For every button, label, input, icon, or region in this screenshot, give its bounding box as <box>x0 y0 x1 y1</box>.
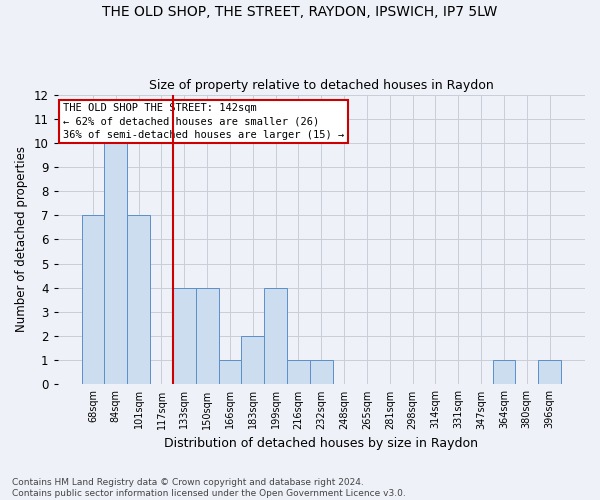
Text: Contains HM Land Registry data © Crown copyright and database right 2024.
Contai: Contains HM Land Registry data © Crown c… <box>12 478 406 498</box>
Bar <box>82 216 104 384</box>
Bar <box>218 360 241 384</box>
Text: THE OLD SHOP, THE STREET, RAYDON, IPSWICH, IP7 5LW: THE OLD SHOP, THE STREET, RAYDON, IPSWIC… <box>103 5 497 19</box>
Title: Size of property relative to detached houses in Raydon: Size of property relative to detached ho… <box>149 79 494 92</box>
Bar <box>310 360 333 384</box>
Bar <box>196 288 218 384</box>
Bar <box>287 360 310 384</box>
Y-axis label: Number of detached properties: Number of detached properties <box>15 146 28 332</box>
Bar <box>493 360 515 384</box>
Bar <box>127 216 150 384</box>
Bar <box>104 143 127 384</box>
Bar <box>173 288 196 384</box>
X-axis label: Distribution of detached houses by size in Raydon: Distribution of detached houses by size … <box>164 437 478 450</box>
Bar <box>241 336 264 384</box>
Bar <box>538 360 561 384</box>
Text: THE OLD SHOP THE STREET: 142sqm
← 62% of detached houses are smaller (26)
36% of: THE OLD SHOP THE STREET: 142sqm ← 62% of… <box>63 104 344 140</box>
Bar <box>264 288 287 384</box>
